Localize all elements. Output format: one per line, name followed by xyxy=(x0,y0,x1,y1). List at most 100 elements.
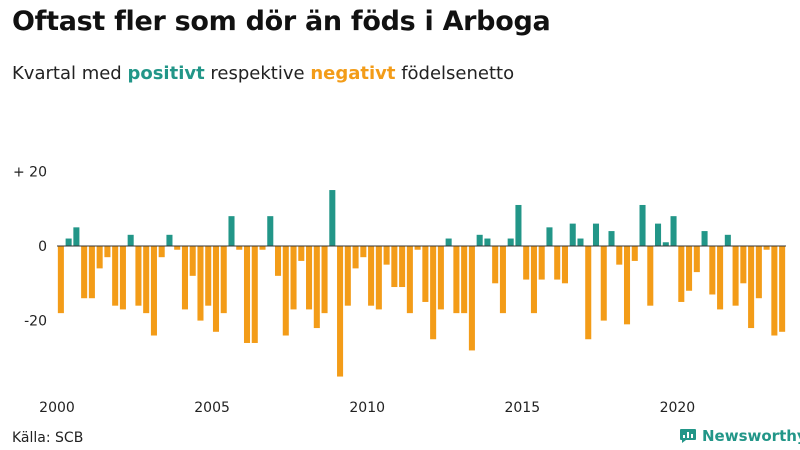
bar-q81 xyxy=(678,246,685,302)
x-tick-label: 2015 xyxy=(504,400,540,416)
bar-q23 xyxy=(228,216,235,246)
bar-q48 xyxy=(422,246,429,302)
bar-q11 xyxy=(135,246,142,306)
bar-q39 xyxy=(352,246,359,269)
bar-q74 xyxy=(623,246,631,325)
bar-q79 xyxy=(662,242,669,246)
x-tick-label: 2005 xyxy=(194,400,230,416)
bar-q31 xyxy=(290,246,297,310)
bar-q58 xyxy=(499,246,506,314)
bar-q33 xyxy=(306,246,313,310)
subtitle-positive: positivt xyxy=(127,63,205,84)
subtitle-prefix: Kvartal med xyxy=(12,63,128,84)
bar-q77 xyxy=(647,246,654,306)
bar-q22 xyxy=(220,246,227,314)
bar-q19 xyxy=(197,246,204,321)
bar-q36 xyxy=(329,190,336,246)
bar-q62 xyxy=(530,246,537,314)
bar-q46 xyxy=(406,246,413,314)
bar-q42 xyxy=(375,246,382,310)
bar-q60 xyxy=(515,204,522,246)
bar-q75 xyxy=(631,246,638,261)
bar-q90 xyxy=(748,246,755,329)
bar-q59 xyxy=(507,238,514,246)
bar-q7 xyxy=(104,246,111,258)
bar-q69 xyxy=(585,246,592,340)
bar-q71 xyxy=(600,246,607,321)
bar-q6 xyxy=(96,246,103,269)
bar-q3 xyxy=(73,227,80,246)
bar-q18 xyxy=(189,246,196,276)
bar-q21 xyxy=(212,246,220,332)
brand-name: Newsworthy xyxy=(702,427,800,445)
bar-q15 xyxy=(166,234,173,246)
bar-q16 xyxy=(174,246,181,250)
bar-q63 xyxy=(538,246,545,280)
bar-q50 xyxy=(437,246,444,310)
y-tick-label: 0 xyxy=(38,239,47,255)
bar-q35 xyxy=(321,246,328,314)
x-tick-label: 2020 xyxy=(660,400,696,416)
bar-q41 xyxy=(368,246,375,306)
bar-q88 xyxy=(732,246,739,306)
bar-q28 xyxy=(267,216,274,246)
bar-q94 xyxy=(779,246,786,332)
bar-q37 xyxy=(337,246,344,377)
bar-q5 xyxy=(88,246,95,299)
bar-q9 xyxy=(119,246,126,310)
bar-q61 xyxy=(523,246,530,280)
x-tick-label: 2010 xyxy=(349,400,385,416)
bar-q49 xyxy=(430,246,437,340)
bar-q32 xyxy=(298,246,305,261)
y-tick-label: -20 xyxy=(24,314,47,330)
bar-q93 xyxy=(771,246,778,336)
subtitle-middle: respektive xyxy=(204,63,311,84)
bar-q1 xyxy=(57,246,64,314)
bar-q86 xyxy=(717,246,724,310)
bar-q56 xyxy=(484,238,491,246)
bar-q53 xyxy=(461,246,468,314)
bar-q82 xyxy=(686,246,693,291)
bar-q30 xyxy=(282,246,289,336)
bar-q55 xyxy=(476,234,483,246)
chat-bars-icon xyxy=(680,429,696,443)
bar-q27 xyxy=(259,246,266,250)
bar-q34 xyxy=(313,246,320,329)
bar-q91 xyxy=(755,246,762,299)
bar-q87 xyxy=(724,234,731,246)
bar-q29 xyxy=(275,246,282,276)
bar-q70 xyxy=(592,223,600,246)
bar-q73 xyxy=(616,246,623,265)
bar-q66 xyxy=(561,246,568,284)
bar-q38 xyxy=(344,246,351,306)
bar-q24 xyxy=(236,246,243,250)
brand-logo: Newsworthy xyxy=(679,427,800,445)
bar-q51 xyxy=(445,238,452,246)
bar-q76 xyxy=(639,204,646,246)
bar-q64 xyxy=(546,227,553,246)
bar-q84 xyxy=(701,231,708,246)
bar-q14 xyxy=(158,246,165,258)
bar-q83 xyxy=(693,246,700,273)
bar-q52 xyxy=(453,246,460,314)
y-tick-label: + 20 xyxy=(13,164,47,180)
bar-q44 xyxy=(391,246,398,288)
chart-title: Oftast fler som dör än föds i Arboga xyxy=(12,6,551,37)
bar-q78 xyxy=(655,223,662,246)
bar-q13 xyxy=(150,246,157,336)
bar-q54 xyxy=(468,246,475,351)
bar-q20 xyxy=(205,246,212,306)
bar-q17 xyxy=(181,246,188,310)
bar-q85 xyxy=(709,246,716,295)
bar-q8 xyxy=(112,246,119,306)
bar-q47 xyxy=(414,246,421,250)
x-tick-label: 2000 xyxy=(39,400,75,416)
bar-q12 xyxy=(143,246,150,314)
bar-q25 xyxy=(243,246,251,343)
bar-q26 xyxy=(251,246,258,343)
bar-q43 xyxy=(383,246,390,265)
bar-q10 xyxy=(127,234,134,246)
chart-subtitle: Kvartal med positivt respektive negativt… xyxy=(12,63,514,84)
source-note: Källa: SCB xyxy=(12,430,84,446)
